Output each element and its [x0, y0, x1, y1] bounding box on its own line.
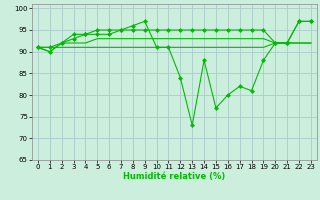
X-axis label: Humidité relative (%): Humidité relative (%) — [123, 172, 226, 181]
